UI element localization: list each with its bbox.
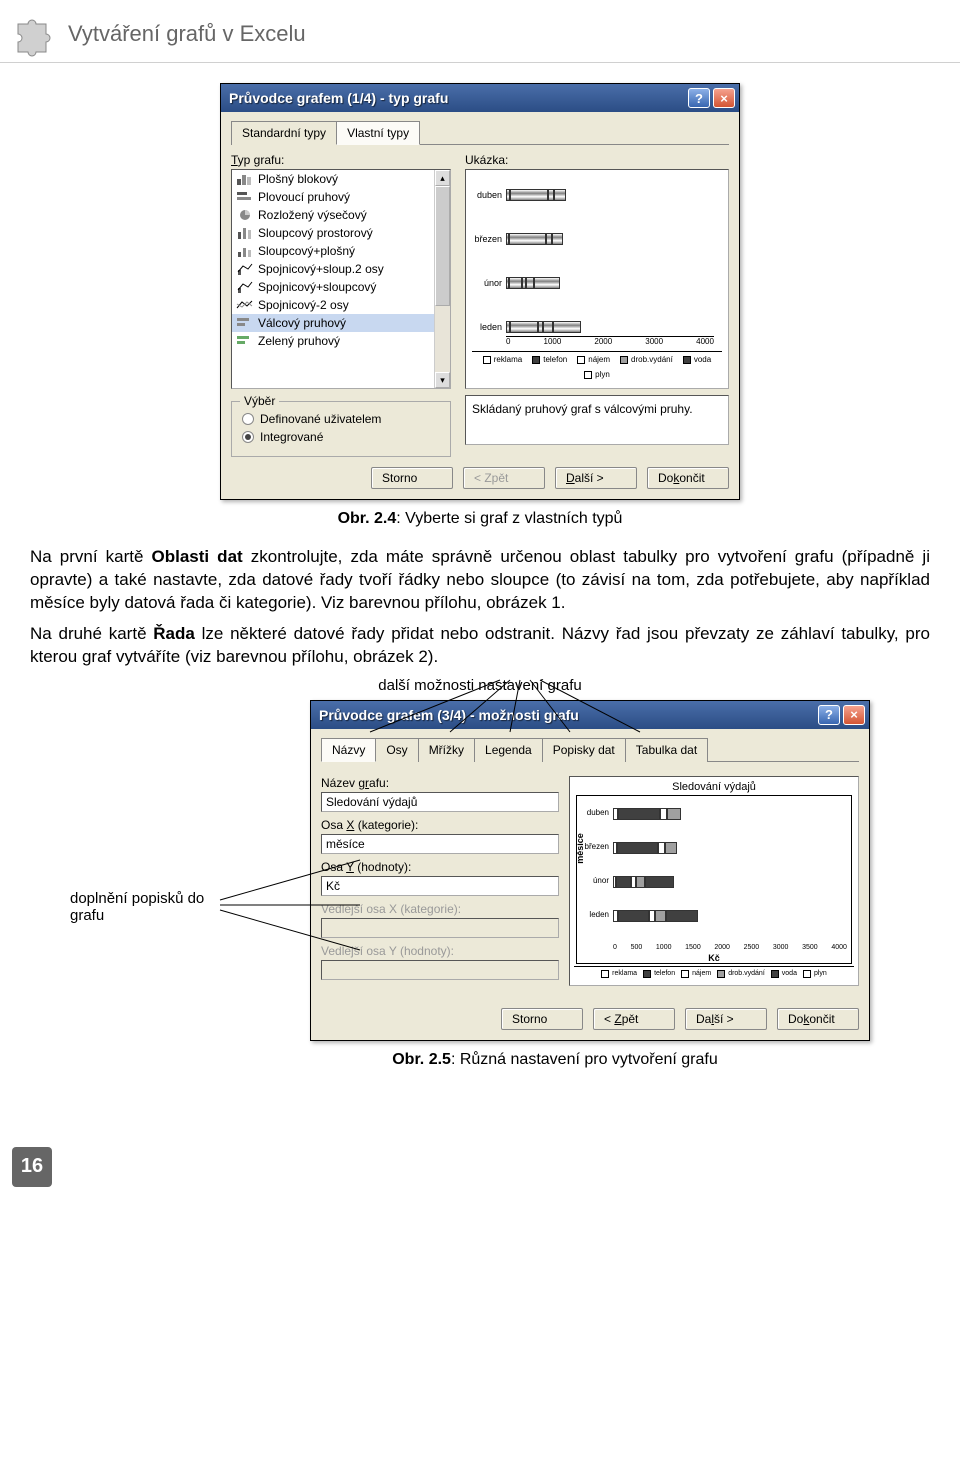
back-button[interactable]: < Zpět [593,1008,675,1030]
list-item[interactable]: Spojnicový-2 osy [232,296,450,314]
page-title: Vytváření grafů v Excelu [68,21,306,47]
chart-type-icon [236,244,254,258]
radio-icon [242,413,254,425]
chart-type-listbox[interactable]: Plošný blokovýPlovoucí pruhovýRozložený … [231,169,451,389]
help-button[interactable]: ? [818,705,840,725]
list-item[interactable]: Sloupcový prostorový [232,224,450,242]
preview-x-label: Kč [577,953,851,963]
chart-type-icon [236,190,254,204]
preview-description: Skládaný pruhový graf s válcovými pruhy. [465,395,729,445]
body-paragraph-2: Na druhé kartě Řada lze některé datové ř… [30,623,930,669]
x-axis-label: Osa X (kategorie): [321,818,559,832]
chart-wizard-step1-dialog: Průvodce grafem (1/4) - typ grafu ? × St… [220,83,740,500]
puzzle-icon [10,10,58,58]
chart-wizard-step3-dialog: Průvodce grafem (3/4) - možnosti grafu ?… [310,700,870,1041]
page-header: Vytváření grafů v Excelu [0,0,960,63]
radio-user-defined[interactable]: Definované uživatelem [242,410,440,428]
chart-type-icon [236,316,254,330]
dialog-title: Průvodce grafem (3/4) - možnosti grafu [319,707,818,723]
chart-type-icon [236,298,254,312]
annotation-left: doplnění popisků do grafu [70,890,230,924]
tab-gridlines[interactable]: Mřížky [418,738,475,762]
body-paragraph-1: Na první kartě Oblasti dat zkontrolujte,… [30,546,930,615]
list-item[interactable]: Plošný blokový [232,170,450,188]
sample-label: Ukázka: [465,153,729,167]
list-item[interactable]: Spojnicový+sloup.2 osy [232,260,450,278]
tab-data-table[interactable]: Tabulka dat [625,738,708,762]
chart-title-label: Název grafu: [321,776,559,790]
dialog-title: Průvodce grafem (1/4) - typ grafu [229,90,688,106]
help-button[interactable]: ? [688,88,710,108]
list-item[interactable]: Sloupcový+plošný [232,242,450,260]
chart-preview: Sledování výdajů měsíce dubenbřezenúnorl… [569,776,859,986]
y-axis-label: Osa Y (hodnoty): [321,860,559,874]
figure-caption-2: Obr. 2.5: Různá nastavení pro vytvoření … [180,1051,930,1069]
figure-caption-1: Obr. 2.4: Vyberte si graf z vlastních ty… [30,510,930,528]
list-item[interactable]: Válcový pruhový [232,314,450,332]
y2-axis-input [321,960,559,980]
finish-button[interactable]: Dokončit [647,467,729,489]
radio-integrated[interactable]: Integrované [242,428,440,446]
page-number: 16 [12,1147,52,1187]
scrollbar[interactable]: ▴ ▾ [434,170,450,388]
titlebar[interactable]: Průvodce grafem (1/4) - typ grafu ? × [221,84,739,112]
cancel-button[interactable]: Storno [371,467,453,489]
chart-type-icon [236,262,254,276]
cancel-button[interactable]: Storno [501,1008,583,1030]
list-item[interactable]: Spojnicový+sloupcový [232,278,450,296]
tabs: Standardní typy Vlastní typy [231,120,729,145]
next-button[interactable]: Další > [685,1008,767,1030]
list-item[interactable]: Plovoucí pruhový [232,188,450,206]
y2-axis-label: Vedlejší osa Y (hodnoty): [321,944,559,958]
list-item[interactable]: Zelený pruhový [232,332,450,350]
tab-custom-types[interactable]: Vlastní typy [336,121,420,145]
titlebar[interactable]: Průvodce grafem (3/4) - možnosti grafu ?… [311,701,869,729]
type-label: TTyp grafu:yp grafu: [231,153,451,167]
chart-preview: dubenbřezenúnorleden01000200030004000 re… [465,169,729,389]
chart-type-icon [236,226,254,240]
tabs: Názvy Osy Mřížky Legenda Popisky dat Tab… [321,737,859,762]
next-button[interactable]: Další > [555,467,637,489]
x2-axis-input [321,918,559,938]
finish-button[interactable]: Dokončit [777,1008,859,1030]
chart-title-input[interactable] [321,792,559,812]
back-button: < Zpět [463,467,545,489]
annotation-top: další možnosti nastavení grafu [30,677,930,694]
tab-legend[interactable]: Legenda [474,738,543,762]
scroll-thumb[interactable] [435,186,450,306]
close-button[interactable]: × [713,88,735,108]
chart-type-icon [236,172,254,186]
list-item[interactable]: Rozložený výsečový [232,206,450,224]
tab-data-labels[interactable]: Popisky dat [542,738,626,762]
x2-axis-label: Vedlejší osa X (kategorie): [321,902,559,916]
tab-axes[interactable]: Osy [375,738,418,762]
scroll-down-icon[interactable]: ▾ [435,372,450,388]
chart-type-icon [236,280,254,294]
tab-titles[interactable]: Názvy [321,738,376,762]
tab-standard-types[interactable]: Standardní typy [231,121,337,145]
preview-title: Sledování výdajů [574,781,854,793]
x-axis-input[interactable] [321,834,559,854]
chart-type-icon [236,208,254,222]
group-title: Výběr [240,394,279,408]
radio-icon [242,431,254,443]
close-button[interactable]: × [843,705,865,725]
chart-type-icon [236,334,254,348]
scroll-up-icon[interactable]: ▴ [435,170,450,186]
y-axis-input[interactable] [321,876,559,896]
selection-group: Výběr Definované uživatelem Integrované [231,401,451,457]
